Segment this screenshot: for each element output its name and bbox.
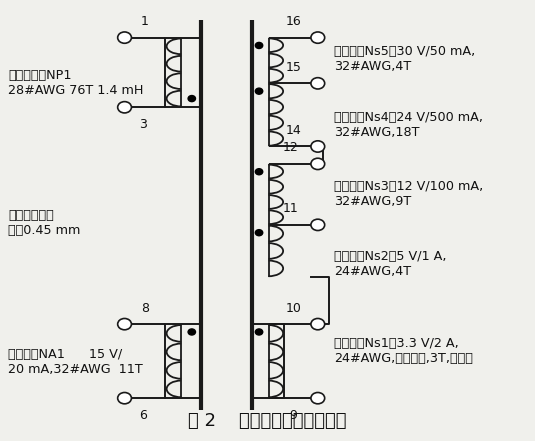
Text: 副边绕组Ns2：5 V/1 A,
24#AWG,4T: 副边绕组Ns2：5 V/1 A, 24#AWG,4T: [334, 250, 446, 278]
Circle shape: [311, 141, 325, 152]
Text: 副边绕组Ns4：24 V/500 mA,
32#AWG,18T: 副边绕组Ns4：24 V/500 mA, 32#AWG,18T: [334, 111, 483, 139]
Text: 辅助绕组NA1      15 V/
20 mA,32#AWG  11T: 辅助绕组NA1 15 V/ 20 mA,32#AWG 11T: [8, 348, 143, 376]
Circle shape: [311, 392, 325, 404]
Circle shape: [311, 219, 325, 231]
Text: 副边绕组Ns5：30 V/50 mA,
32#AWG,4T: 副边绕组Ns5：30 V/50 mA, 32#AWG,4T: [334, 45, 475, 73]
Circle shape: [118, 318, 132, 330]
Circle shape: [255, 329, 263, 335]
Circle shape: [255, 42, 263, 49]
Text: 副边绕组Ns3：12 V/100 mA,
32#AWG,9T: 副边绕组Ns3：12 V/100 mA, 32#AWG,9T: [334, 180, 483, 209]
Text: 11: 11: [282, 202, 299, 215]
Circle shape: [118, 32, 132, 43]
Text: 10: 10: [285, 302, 301, 314]
Circle shape: [188, 96, 195, 101]
Text: 8: 8: [141, 302, 149, 314]
Circle shape: [311, 32, 325, 43]
Text: 1: 1: [141, 15, 149, 28]
Text: 15: 15: [285, 61, 301, 74]
Circle shape: [188, 329, 195, 335]
Circle shape: [255, 168, 263, 175]
Text: 16: 16: [285, 15, 301, 28]
Text: 变压器原边NP1
28#AWG 76T 1.4 mH: 变压器原边NP1 28#AWG 76T 1.4 mH: [8, 69, 143, 97]
Text: 3: 3: [139, 118, 147, 131]
Text: 14: 14: [285, 124, 301, 137]
Circle shape: [311, 158, 325, 169]
Text: 变压器中柱气
隙为0.45 mm: 变压器中柱气 隙为0.45 mm: [8, 209, 80, 237]
Circle shape: [311, 318, 325, 330]
Circle shape: [118, 101, 132, 113]
Text: 12: 12: [282, 141, 299, 154]
Text: 9: 9: [289, 409, 297, 422]
Circle shape: [255, 230, 263, 236]
Text: 6: 6: [139, 409, 147, 422]
Circle shape: [118, 392, 132, 404]
Circle shape: [311, 78, 325, 89]
Circle shape: [255, 88, 263, 94]
Text: 图 2    高频变压器的绕组参数: 图 2 高频变压器的绕组参数: [188, 411, 347, 430]
Text: 副边绕组Ns1：3.3 V/2 A,
24#AWG,双股并绕,3T,主反馈: 副边绕组Ns1：3.3 V/2 A, 24#AWG,双股并绕,3T,主反馈: [334, 337, 472, 365]
